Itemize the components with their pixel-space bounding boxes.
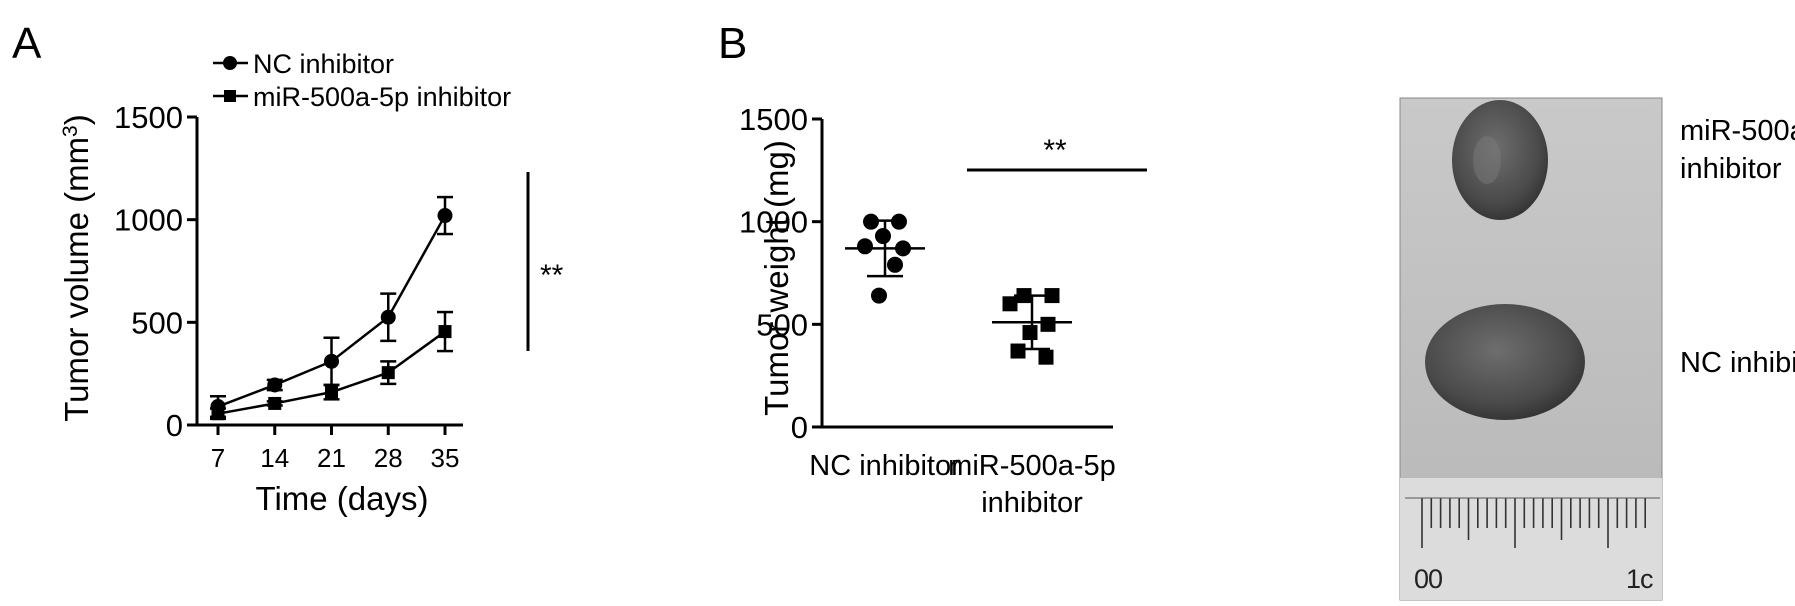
- y-tick-label-b: 1000: [739, 205, 808, 240]
- data-point: [887, 256, 903, 273]
- ruler-label-0b: 0: [1428, 564, 1443, 594]
- y-tick-label-b: 500: [756, 307, 808, 342]
- category-label-b: NC inhibitor: [809, 450, 961, 482]
- legend-marker: [224, 90, 236, 102]
- series-b: [845, 213, 1072, 365]
- data-point: [857, 238, 873, 255]
- y-tick-label-a: 1000: [114, 203, 183, 238]
- data-point: [211, 407, 225, 421]
- data-point: [438, 325, 452, 339]
- series-nc-inhibitor: [210, 195, 453, 419]
- category-label-b: inhibitor: [981, 487, 1083, 519]
- data-point: [1044, 288, 1060, 304]
- legend-label: miR-500a-5p inhibitor: [253, 82, 511, 112]
- ruler-label-c: c: [1640, 564, 1654, 594]
- data-point: [267, 377, 283, 393]
- significance-label-a: **: [540, 259, 564, 292]
- series-mir-inhibitor: [210, 310, 453, 421]
- photo-label-top-line1: miR-500a-5p: [1680, 115, 1795, 147]
- data-point: [324, 353, 339, 369]
- x-tick-label-a: 14: [260, 443, 289, 473]
- x-tick-label-a: 21: [317, 443, 346, 473]
- y-tick-label-b: 1500: [739, 102, 808, 137]
- legend-marker: [223, 56, 237, 70]
- points-nc-inhibitor: [845, 213, 925, 304]
- x-tick-label-a: 35: [431, 443, 460, 473]
- data-point: [1038, 349, 1054, 365]
- y-tick-label-a: 500: [131, 305, 183, 340]
- data-point: [1002, 296, 1018, 312]
- data-point: [268, 396, 282, 410]
- panel-b-letter: B: [718, 19, 747, 68]
- data-point: [1022, 325, 1038, 341]
- ruler-ticks: [1405, 497, 1660, 548]
- y-axis-label-a: Tumor volume (mm3): [58, 114, 95, 422]
- series-a: [210, 195, 453, 421]
- data-point: [1010, 343, 1026, 359]
- data-point: [381, 366, 395, 380]
- axes-a: 0 500 1000 1500 7 14 21 28 35: [114, 100, 463, 473]
- x-tick-label-a: 28: [374, 443, 403, 473]
- data-point: [437, 208, 453, 224]
- ruler-label-1: 1: [1626, 564, 1641, 594]
- panel-a-letter: A: [12, 19, 42, 68]
- data-point: [871, 287, 887, 304]
- data-point: [875, 228, 891, 245]
- category-label-b: miR-500a-5p: [948, 450, 1116, 482]
- y-tick-label-a: 0: [166, 408, 183, 443]
- data-point: [1040, 316, 1056, 332]
- ruler-label-0a: 0: [1414, 564, 1429, 594]
- tumor-highlight: [1473, 136, 1501, 184]
- points-mir-inhibitor: [992, 288, 1072, 365]
- x-axis-label-a: Time (days): [256, 480, 429, 517]
- y-tick-label-b: 0: [791, 410, 808, 445]
- x-tick-label-a: 7: [211, 443, 225, 473]
- data-point: [380, 309, 396, 325]
- tumor-photo: 0 0 1 c miR-500a-5p inhibitor NC inhibit…: [1399, 97, 1795, 601]
- y-axis-label-b: Tumor weight (mg): [758, 140, 795, 416]
- photo-label-bottom: NC inhibitor: [1680, 347, 1795, 379]
- legend-label: NC inhibitor: [253, 49, 394, 79]
- data-point: [325, 385, 338, 399]
- significance-label-b: **: [1043, 134, 1067, 167]
- y-tick-label-a: 1500: [114, 100, 183, 135]
- tumor-nc-inhibitor-image: [1425, 304, 1585, 420]
- photo-label-top-line2: inhibitor: [1680, 153, 1782, 185]
